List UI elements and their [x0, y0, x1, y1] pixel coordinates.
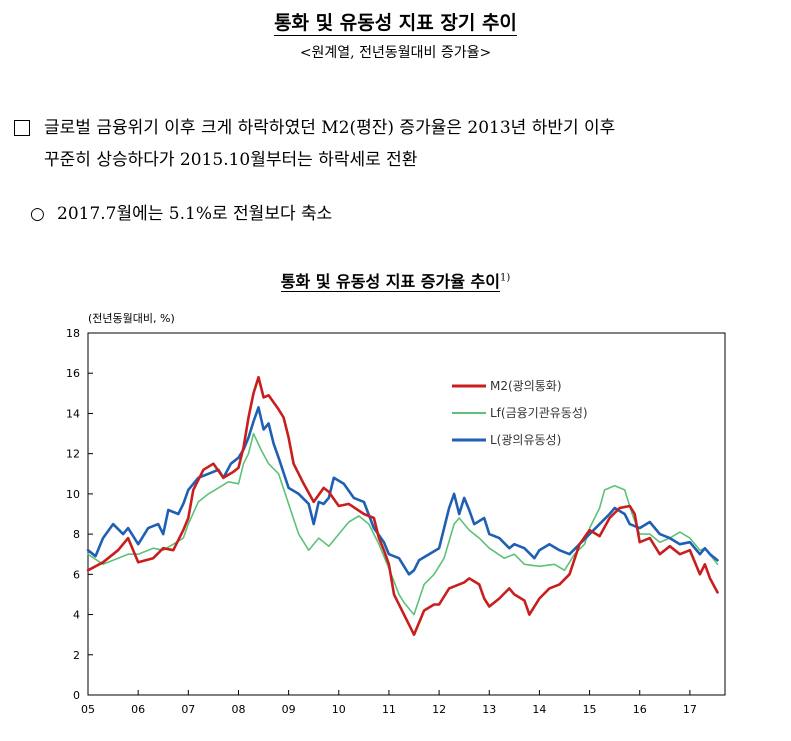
legend: M2(광의통화) Lf(금융기관유동성) L(광의유동성) — [452, 379, 588, 447]
series-lines — [86, 375, 719, 636]
page-title-text: 통화 및 유동성 지표 장기 추이 — [274, 12, 517, 36]
bullet-sub: ○ 2017.7월에는 5.1%로 전월보다 축소 — [30, 199, 332, 224]
x-tick-label: 12 — [432, 703, 446, 716]
bullet-sub-text: 2017.7월에는 5.1%로 전월보다 축소 — [57, 204, 333, 224]
page-subtitle: <원계열, 전년동월대비 증가율> — [299, 45, 492, 61]
legend-label: M2(광의통화) — [490, 379, 562, 393]
y-tick-label: 0 — [73, 689, 80, 702]
x-tick-label: 05 — [81, 703, 95, 716]
x-tick-label: 15 — [583, 703, 597, 716]
y-tick-label: 14 — [66, 407, 80, 420]
series-line — [86, 406, 719, 576]
y-tick-label: 2 — [73, 649, 80, 662]
x-axis: 05 06 07 08 09 10 11 12 13 14 15 16 17 — [81, 690, 697, 716]
y-tick-label: 10 — [66, 488, 80, 501]
bullet-main: 글로벌 금융위기 이후 크게 하락하였던 M2(평잔) 증가율은 2013년 하… — [14, 112, 789, 176]
x-tick-label: 10 — [332, 703, 346, 716]
y-tick-label: 18 — [66, 327, 80, 340]
legend-label: L(광의유동성) — [490, 433, 561, 447]
y-tick-label: 4 — [73, 609, 80, 622]
x-tick-label: 09 — [282, 703, 296, 716]
circle-bullet-icon: ○ — [30, 204, 45, 224]
chart-title-footnote: 1) — [499, 272, 511, 284]
y-tick-label: 16 — [66, 367, 80, 380]
x-tick-label: 06 — [131, 703, 145, 716]
chart-title: 통화 및 유동성 지표 증가율 추이1) — [0, 268, 791, 292]
line-chart: (전년동월대비, %) 0 2 4 6 8 10 12 14 16 18 05 06 07 08 09 10… — [66, 312, 726, 716]
x-tick-label: 17 — [683, 703, 697, 716]
y-tick-label: 8 — [73, 528, 80, 541]
x-tick-label: 13 — [482, 703, 496, 716]
square-bullet-icon — [14, 120, 30, 136]
page-title: 통화 및 유동성 지표 장기 추이 — [0, 8, 791, 36]
x-tick-label: 14 — [532, 703, 546, 716]
x-tick-label: 08 — [231, 703, 245, 716]
bullet-main-text: 글로벌 금융위기 이후 크게 하락하였던 M2(평잔) 증가율은 2013년 하… — [44, 118, 616, 170]
plot-area — [87, 332, 726, 696]
y-axis: 0 2 4 6 8 10 12 14 16 18 — [66, 327, 93, 702]
x-tick-label: 07 — [181, 703, 195, 716]
y-tick-label: 6 — [73, 568, 80, 581]
y-tick-label: 12 — [66, 448, 80, 461]
x-tick-label: 16 — [633, 703, 647, 716]
legend-label: Lf(금융기관유동성) — [490, 406, 588, 420]
x-tick-label: 11 — [382, 703, 396, 716]
chart-title-text: 통화 및 유동성 지표 증가율 추이 — [280, 272, 500, 292]
series-line — [87, 432, 719, 616]
series-line — [86, 375, 719, 636]
y-axis-label: (전년동월대비, %) — [88, 312, 175, 325]
